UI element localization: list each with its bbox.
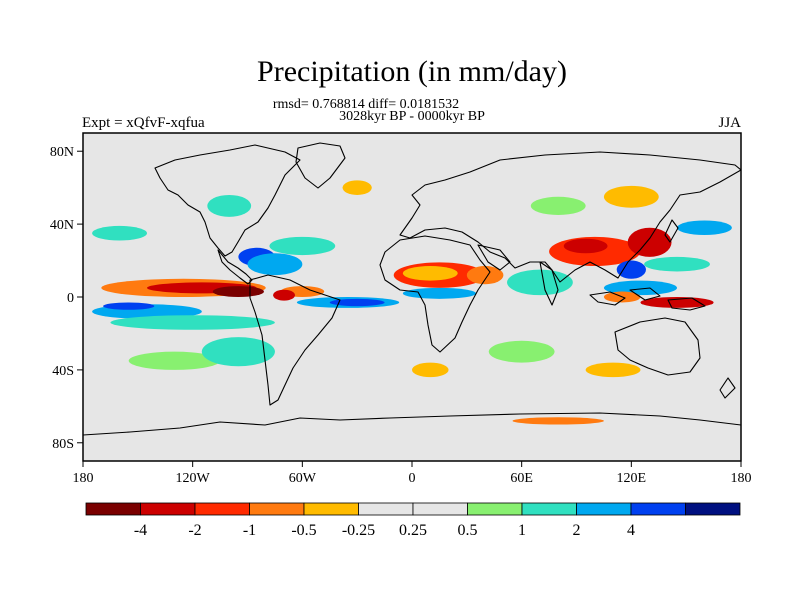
coastline-greenland xyxy=(295,142,346,189)
anomaly-patch xyxy=(412,362,449,378)
anomaly-fields xyxy=(92,180,732,425)
colorbar-swatch xyxy=(685,502,741,516)
latitude-axis: 80N 40N 0 40S 80S xyxy=(50,145,83,452)
lon-tick-label: 180 xyxy=(73,471,94,486)
anomaly-patch xyxy=(466,266,504,285)
lat-tick-label: 0 xyxy=(67,291,74,306)
colorbar-label: 0.25 xyxy=(399,522,427,539)
anomaly-patch xyxy=(212,286,264,297)
anomaly-patch xyxy=(103,302,155,310)
coastline-southeast-asia-islands xyxy=(589,287,706,311)
experiment-label: Expt = xQfvF-xqfua xyxy=(82,115,205,131)
lat-tick-label: 40N xyxy=(50,218,74,233)
coastline-africa xyxy=(379,235,491,353)
colorbar-label: 4 xyxy=(627,522,635,539)
colorbar-swatch xyxy=(576,502,632,516)
colorbar: -4 -2 -1 -0.5 -0.25 0.25 0.5 1 2 4 xyxy=(85,502,741,539)
coastline-australia xyxy=(614,317,701,376)
coastline-arabia-india xyxy=(477,244,559,306)
colorbar-label: -1 xyxy=(243,522,256,539)
colorbar-swatch xyxy=(467,502,523,516)
colorbar-swatch xyxy=(630,502,686,516)
colorbar-label: -0.5 xyxy=(291,522,316,539)
colorbar-swatch xyxy=(521,502,577,516)
anomaly-patch xyxy=(110,315,275,330)
anomaly-patch xyxy=(530,196,586,215)
map-panel xyxy=(82,132,742,462)
anomaly-patch xyxy=(616,260,646,279)
anomaly-patch xyxy=(201,337,275,367)
anomaly-patch xyxy=(488,340,555,363)
anomaly-patch xyxy=(273,289,296,301)
colorbar-label: 0.5 xyxy=(458,522,478,539)
anomaly-patch xyxy=(627,227,672,257)
colorbar-label: -4 xyxy=(134,522,147,539)
anomaly-patch xyxy=(563,238,608,254)
colorbar-swatch xyxy=(412,502,468,516)
anomaly-patch xyxy=(128,351,221,370)
lon-tick-label: 0 xyxy=(409,471,416,486)
coastline-north-america xyxy=(154,144,301,257)
anomaly-patch xyxy=(402,266,458,281)
colorbar-label: 2 xyxy=(573,522,581,539)
anomaly-patch xyxy=(512,417,604,425)
coastline-antarctica xyxy=(83,412,741,436)
coastline-eurasia xyxy=(399,151,741,283)
map-background xyxy=(83,133,741,461)
season-label: JJA xyxy=(718,115,741,131)
anomaly-patch xyxy=(677,220,732,236)
lon-tick-label: 60W xyxy=(289,471,317,486)
stats-line: rmsd= 0.768814 diff= 0.0181532 xyxy=(273,97,459,112)
lat-tick-label: 80S xyxy=(52,437,74,452)
anomaly-patch xyxy=(269,236,336,256)
anomaly-patch xyxy=(247,253,303,276)
anomaly-patch xyxy=(507,269,573,296)
coastlines xyxy=(83,142,741,436)
coastline-japan-newzealand xyxy=(664,219,736,399)
coastline-south-america xyxy=(249,274,341,406)
figure-title: Precipitation (in mm/day) xyxy=(257,55,567,88)
lat-tick-label: 40S xyxy=(52,364,74,379)
colorbar-label: -0.25 xyxy=(342,522,375,539)
lon-tick-label: 120E xyxy=(617,471,647,486)
lon-tick-label: 120W xyxy=(176,471,211,486)
anomaly-patch xyxy=(207,194,252,217)
lon-tick-label: 180 xyxy=(731,471,752,486)
colorbar-swatch xyxy=(249,502,305,516)
colorbar-swatch xyxy=(85,502,141,516)
period-line: 3028kyr BP - 0000kyr BP xyxy=(339,109,485,124)
lat-tick-label: 80N xyxy=(50,145,74,160)
colorbar-swatch xyxy=(140,502,196,516)
colorbar-label: -2 xyxy=(188,522,201,539)
longitude-axis: 180 120W 60W 0 60E 120E 180 xyxy=(73,461,752,486)
lon-tick-label: 60E xyxy=(510,471,533,486)
anomaly-patch xyxy=(402,287,476,299)
anomaly-patch xyxy=(585,362,641,378)
colorbar-label: 1 xyxy=(518,522,526,539)
anomaly-patch xyxy=(342,180,372,195)
anomaly-patch xyxy=(603,185,659,208)
anomaly-patch xyxy=(644,256,710,272)
anomaly-patch xyxy=(92,225,147,241)
anomaly-patch xyxy=(329,298,385,307)
colorbar-swatch xyxy=(194,502,250,516)
colorbar-swatch xyxy=(358,502,414,516)
colorbar-swatch xyxy=(303,502,359,516)
